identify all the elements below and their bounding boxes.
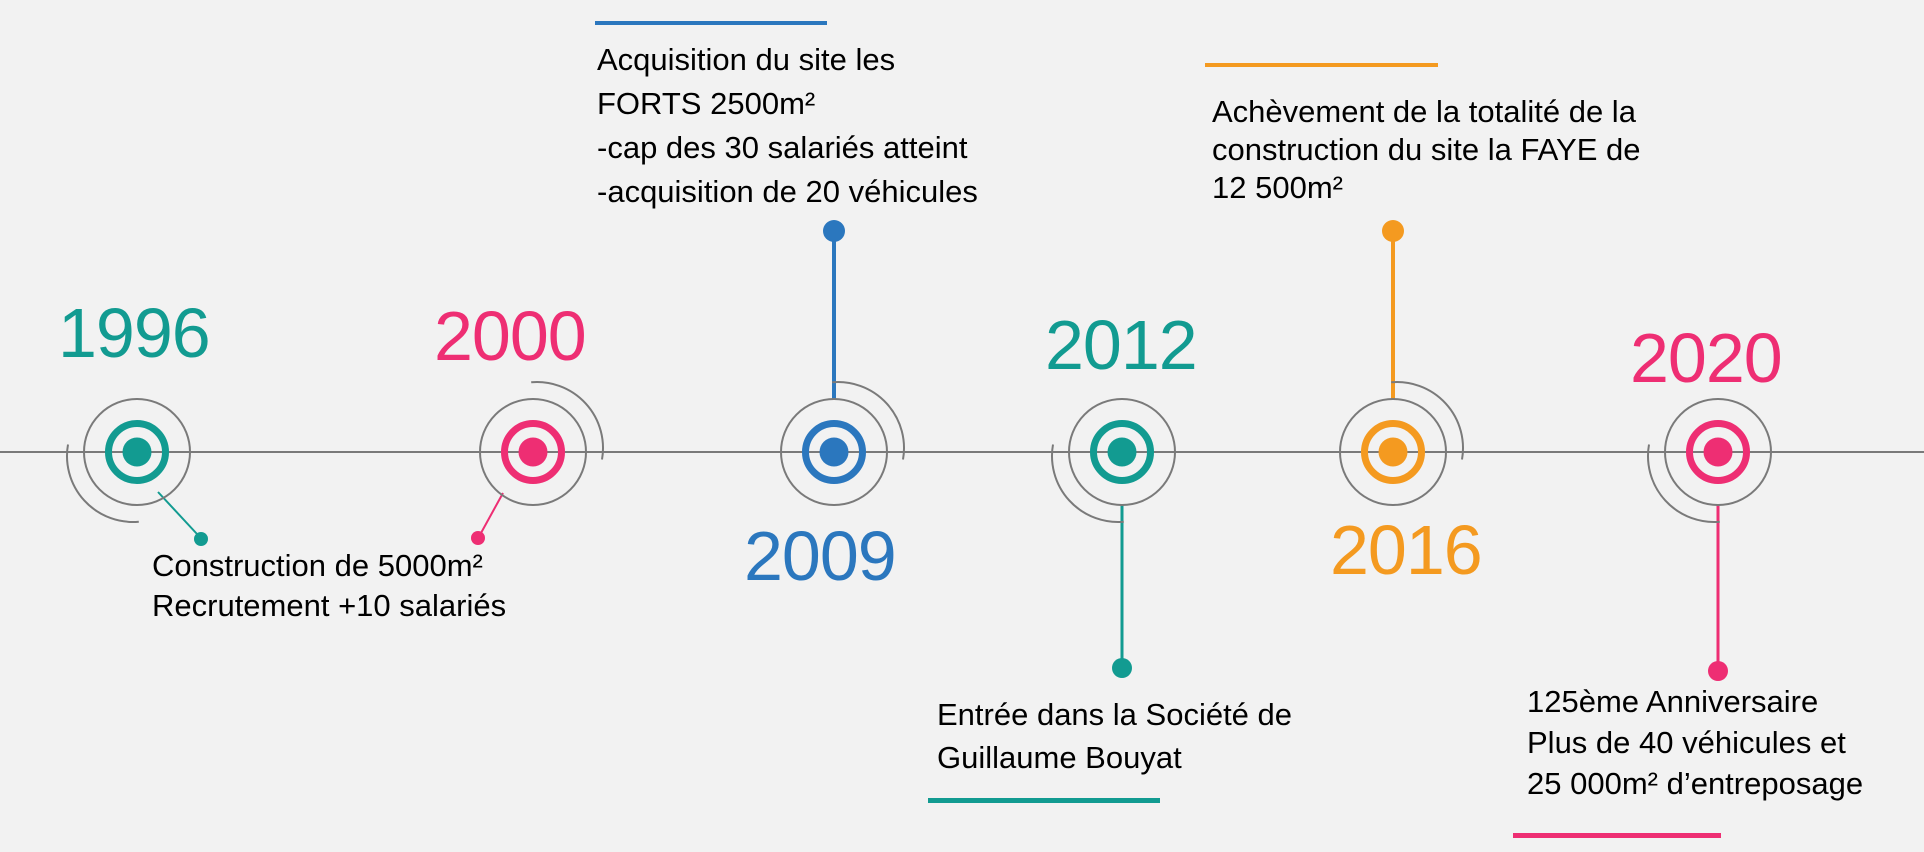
timeline-marker-1996	[52, 367, 222, 537]
marker-ring-icon	[1686, 420, 1750, 484]
year-label-2020: 2020	[1630, 319, 1783, 397]
year-label-2000: 2000	[434, 297, 587, 375]
event-description-2012: Entrée dans la Société de Guillaume Bouy…	[937, 693, 1292, 779]
timeline-marker-2020	[1633, 367, 1803, 537]
accent-line-2020	[1513, 833, 1721, 838]
timeline-marker-2016	[1308, 367, 1478, 537]
connector-2000	[471, 492, 504, 545]
connector-2016	[1382, 220, 1404, 399]
description-line: Entrée dans la Société de	[937, 697, 1293, 732]
year-label-2016: 2016	[1330, 511, 1483, 589]
event-description-2016: Achèvement de la totalité de la construc…	[1212, 93, 1641, 207]
description-line: Construction de 5000m²	[152, 548, 483, 583]
connector-dot-2012	[1112, 658, 1132, 678]
accent-line-2012	[928, 798, 1160, 803]
timeline-marker-2012	[1037, 367, 1207, 537]
accent-line-2016	[1205, 63, 1438, 67]
description-line: 125ème Anniversaire	[1527, 684, 1819, 719]
connector-dot-1996	[194, 532, 208, 546]
event-description-2020: 125ème Anniversaire Plus de 40 véhicules…	[1527, 681, 1863, 804]
description-line: Recrutement +10 salariés	[152, 588, 507, 623]
connector-2009	[823, 220, 845, 399]
description-line: -cap des 30 salariés atteint	[597, 130, 968, 165]
description-line: Guillaume Bouyat	[937, 740, 1182, 775]
marker-ring-icon	[1361, 420, 1425, 484]
marker-ring-icon	[1090, 420, 1154, 484]
marker-gray-rings-icon	[1051, 398, 1176, 523]
event-description-2009: Acquisition du site les FORTS 2500m² -ca…	[597, 38, 978, 214]
description-line: Acquisition du site les	[597, 42, 896, 77]
marker-gray-rings-icon	[1647, 398, 1772, 523]
marker-gray-rings-icon	[780, 381, 905, 506]
marker-ring-icon	[501, 420, 565, 484]
connector-dot-2000	[471, 531, 485, 545]
marker-dot-icon	[819, 437, 849, 467]
marker-dot-icon	[1107, 437, 1137, 467]
marker-ring-icon	[105, 420, 169, 484]
description-line: 25 000m² d’entreposage	[1527, 766, 1864, 801]
year-label-1996: 1996	[58, 294, 211, 372]
connector-dot-2009	[823, 220, 845, 242]
description-line: Achèvement de la totalité de la	[1212, 94, 1636, 129]
timeline-marker-2009	[749, 367, 919, 537]
timeline-marker-2000	[448, 367, 618, 537]
connector-dot-2020	[1708, 661, 1728, 681]
marker-dot-icon	[122, 437, 152, 467]
marker-dot-icon	[518, 437, 548, 467]
marker-dot-icon	[1703, 437, 1733, 467]
year-label-2012: 2012	[1045, 306, 1198, 384]
marker-ring-icon	[802, 420, 866, 484]
connector-1996	[157, 491, 208, 546]
description-line: -acquisition de 20 véhicules	[597, 174, 978, 209]
marker-dot-icon	[1378, 437, 1408, 467]
marker-gray-rings-icon	[66, 398, 191, 523]
description-line: FORTS 2500m²	[597, 86, 816, 121]
event-description-1996: Construction de 5000m² Recrutement +10 s…	[152, 546, 506, 626]
description-line: Plus de 40 véhicules et	[1527, 725, 1846, 760]
connector-dot-2016	[1382, 220, 1404, 242]
marker-gray-rings-icon	[479, 381, 604, 506]
connector-2012	[1112, 505, 1132, 678]
description-line: construction du site la FAYE de	[1212, 132, 1641, 167]
year-label-2009: 2009	[744, 517, 897, 595]
connector-2020	[1708, 505, 1728, 681]
marker-gray-rings-icon	[1339, 381, 1464, 506]
accent-line-2009	[595, 21, 827, 25]
description-line: 12 500m²	[1212, 170, 1343, 205]
